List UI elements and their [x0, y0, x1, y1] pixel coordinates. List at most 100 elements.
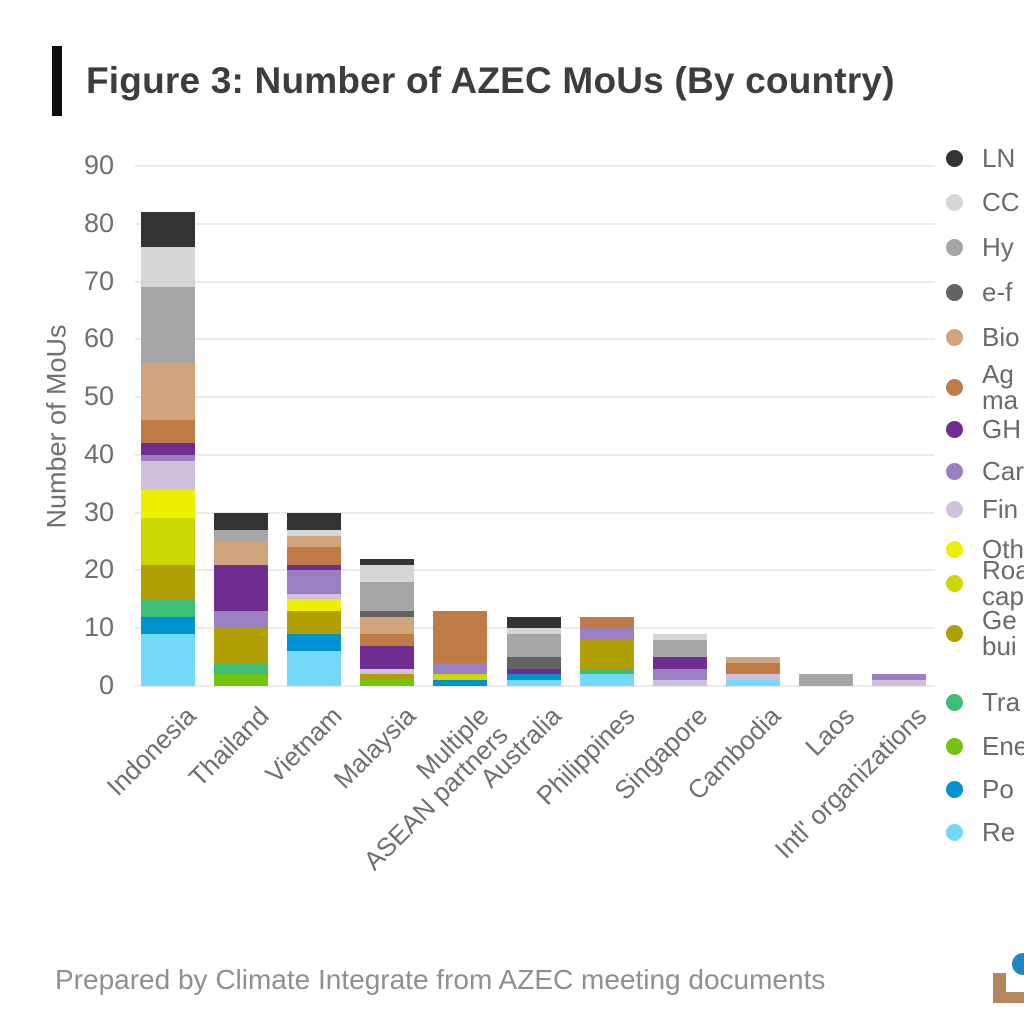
y-tick-label: 90 — [83, 150, 114, 180]
legend-dot-icon — [946, 378, 963, 396]
bar-segment-gh — [360, 645, 415, 669]
bar-segment-car — [433, 662, 488, 675]
legend-dot-icon — [946, 149, 963, 167]
y-axis-title: Number of MoUs — [41, 324, 72, 529]
bar-segment-bio — [287, 535, 342, 548]
bar-segment-gh — [141, 443, 195, 455]
legend-dot-icon — [946, 624, 963, 642]
legend-dot-icon — [946, 462, 963, 480]
plot-area — [135, 165, 935, 687]
legend-dot-icon — [946, 540, 963, 558]
legend-label: LN — [982, 143, 1016, 173]
bar-segment-ag-ma — [725, 662, 780, 675]
bar-segment-hy — [360, 582, 415, 611]
bar-segment-bio — [214, 541, 269, 565]
legend-label: Ag ma — [982, 359, 1019, 415]
logo-dot-icon — [1012, 953, 1024, 975]
gridline — [135, 338, 935, 341]
bar-segment-car — [579, 628, 634, 640]
legend-item-po: Po — [946, 776, 1014, 802]
x-axis-label: Laos — [798, 700, 860, 762]
bar-segment-gh — [652, 657, 707, 669]
bar-segment-gh — [506, 668, 561, 675]
legend-label: CC — [982, 187, 1020, 217]
legend-item-bio: Bio — [946, 324, 1020, 350]
gridline — [135, 569, 935, 572]
y-tick-label: 20 — [83, 554, 114, 585]
legend-dot-icon — [946, 238, 963, 256]
bar-segment-re — [579, 674, 634, 686]
bar-segment-re — [725, 680, 780, 686]
bar-segment-ag-ma — [433, 610, 488, 663]
legend-item-gh: GH — [946, 416, 1021, 442]
gridline — [135, 453, 935, 456]
bar-segment-ene — [360, 680, 415, 686]
bar-segment-ln — [141, 212, 195, 247]
y-tick-label: 0 — [98, 670, 114, 700]
bar-segment-ln — [214, 512, 269, 531]
bar-segment-cc — [506, 628, 561, 635]
bar-segment-hy — [652, 639, 707, 658]
bar-segment-po — [287, 634, 342, 652]
bar-segment-tra — [579, 668, 634, 675]
legend-dot-icon — [946, 328, 963, 346]
bar-vietnam — [287, 512, 342, 686]
bar-segment-e-f — [360, 610, 415, 617]
bar-segment-car — [287, 570, 342, 594]
bar-segment-ge-bui — [141, 564, 195, 600]
bar-segment-ene — [214, 674, 269, 686]
bar-segment-car — [141, 454, 195, 461]
gridline — [135, 396, 935, 399]
legend-label: Tra — [982, 687, 1021, 717]
bar-segment-ge-bui — [287, 610, 342, 635]
legend-dot-icon — [946, 737, 963, 755]
bar-segment-car — [872, 674, 926, 681]
legend-item-tra: Tra — [946, 689, 1020, 715]
bar-segment-po — [433, 680, 488, 686]
legend-label: e-f — [982, 277, 1013, 307]
legend-item-cc: CC — [946, 189, 1020, 215]
legend-label: Roa cap — [982, 555, 1024, 611]
bar-segment-gh — [214, 564, 269, 611]
bar-segment-re — [287, 651, 342, 686]
bar-multiple-asean-partners — [433, 610, 488, 686]
bar-segment-tra — [214, 662, 269, 675]
bar-segment-car — [652, 668, 707, 681]
legend-label: GH — [982, 414, 1021, 444]
bar-segment-ag-ma — [287, 547, 342, 565]
bar-segment-ln — [287, 512, 342, 531]
bar-segment-oth — [141, 489, 195, 519]
bar-segment-ln — [506, 616, 561, 629]
bar-segment-re — [141, 634, 195, 686]
legend-label: Car — [982, 456, 1024, 486]
gridline — [135, 222, 935, 225]
bar-segment-ln — [360, 558, 415, 565]
legend-dot-icon — [946, 780, 963, 798]
bar-segment-car — [214, 610, 269, 629]
bar-segment-fin — [725, 674, 780, 681]
y-tick-label: 30 — [83, 496, 114, 527]
y-tick-label: 80 — [83, 207, 114, 238]
bar-segment-ge-bui — [214, 628, 269, 663]
y-tick-label: 40 — [83, 438, 114, 469]
x-axis-label: Indonesia — [100, 700, 202, 802]
bar-segment-tra — [141, 599, 195, 617]
bar-segment-cc — [360, 564, 415, 583]
bar-laos — [798, 674, 853, 686]
legend-item-oth: Oth — [946, 536, 1024, 562]
caption: Prepared by Climate Integrate from AZEC … — [55, 964, 826, 995]
bar-thailand — [214, 512, 269, 686]
bar-segment-cc — [287, 530, 342, 536]
bar-segment-po — [141, 616, 195, 634]
x-axis-label: Thailand — [183, 700, 275, 793]
legend-dot-icon — [946, 193, 963, 211]
bar-intl-organizations — [872, 674, 926, 686]
legend-label: Hy — [982, 232, 1014, 262]
legend-item-hy: Hy — [946, 234, 1014, 260]
title-accent-bar — [52, 46, 62, 116]
legend-label: Fin — [982, 494, 1019, 524]
bar-segment-cc — [141, 246, 195, 288]
legend-item-car: Car — [946, 458, 1024, 484]
y-tick-label: 50 — [83, 381, 114, 412]
